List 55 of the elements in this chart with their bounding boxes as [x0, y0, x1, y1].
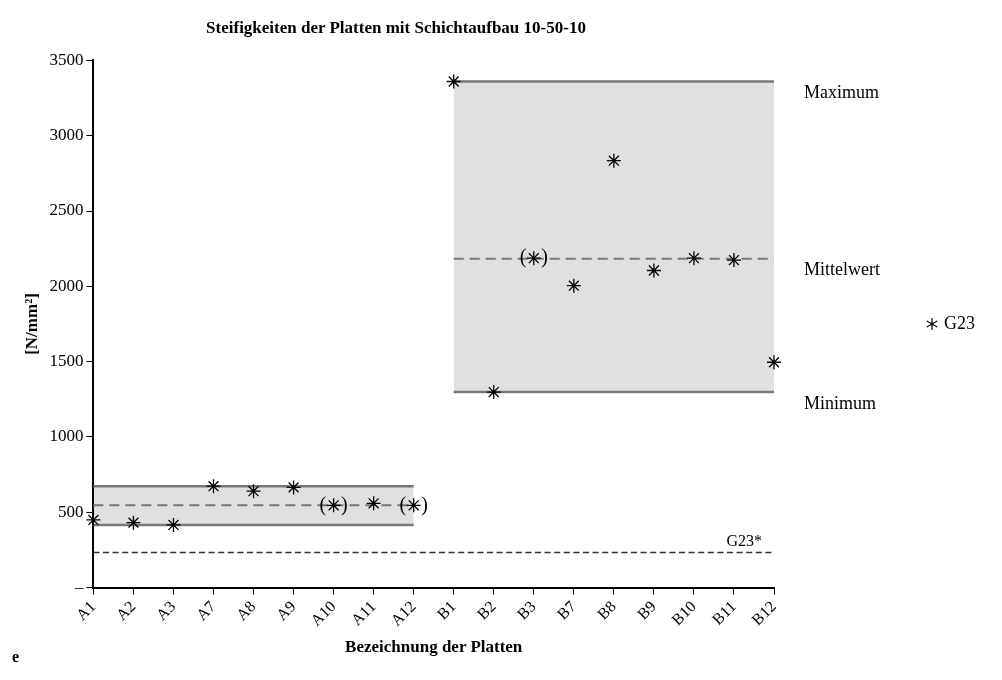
text: e [12, 648, 20, 666]
x-tick-label: A12 [387, 597, 419, 629]
x-tick-label: A1 [72, 597, 99, 624]
x-tick-label: B12 [748, 597, 780, 629]
x-tick-label: B3 [513, 597, 539, 623]
y-tick-label: 1500 [49, 351, 84, 371]
x-tick-label: B11 [708, 597, 740, 628]
y-tick-label: – [73, 577, 84, 597]
point [766, 354, 782, 370]
x-tick-label: A2 [112, 597, 139, 624]
point [406, 497, 422, 513]
point [205, 478, 222, 494]
x-tick-label: A11 [347, 597, 379, 629]
point [366, 495, 382, 511]
point [85, 512, 102, 528]
y-tick-label: 2500 [49, 200, 84, 220]
series-label: Maximum [804, 82, 879, 103]
chart-title: Steifigkeiten der Platten mit Schichtaufbau 10-50-10 [206, 17, 586, 37]
point [125, 514, 142, 531]
annotation: ( ) [319, 492, 348, 516]
point [486, 384, 502, 400]
y-tick-label: 500 [57, 501, 84, 521]
point [726, 252, 742, 268]
x-tick-label: A8 [232, 597, 259, 624]
x-tick-label: B9 [633, 597, 659, 623]
legend-label: G23 [944, 312, 975, 333]
annotation: ( ) [519, 245, 548, 269]
point [165, 517, 182, 533]
x-tick-label: B1 [433, 597, 459, 623]
x-tick-label: A9 [272, 597, 299, 624]
x-tick-label: A3 [152, 597, 179, 624]
y-tick-label: 1000 [49, 426, 84, 446]
x-axis-title: Bezeichnung der Platten [345, 637, 523, 657]
x-tick-label: A10 [307, 597, 339, 629]
point [686, 250, 702, 266]
annotation: ( ) [399, 492, 428, 516]
ref-line-label: G23* [726, 531, 762, 549]
x-tick-label: B2 [473, 597, 499, 623]
x-tick-label: A7 [192, 597, 219, 624]
y-tick-label: 3000 [49, 125, 84, 145]
x-tick-label: B7 [553, 597, 579, 623]
point [245, 483, 262, 499]
point [285, 479, 302, 496]
point [606, 153, 622, 169]
series-label: Minimum [804, 392, 877, 413]
series-label: Mittelwert [804, 259, 880, 280]
point [526, 250, 542, 266]
x-tick-label: B8 [593, 597, 619, 623]
y-axis-title: [N/mm²] [21, 293, 41, 355]
point [566, 278, 582, 294]
point [446, 73, 462, 90]
y-tick-label: 2000 [49, 275, 84, 295]
x-tick-label: B10 [668, 597, 700, 629]
y-tick-label: 3500 [49, 49, 84, 69]
point [646, 262, 662, 279]
